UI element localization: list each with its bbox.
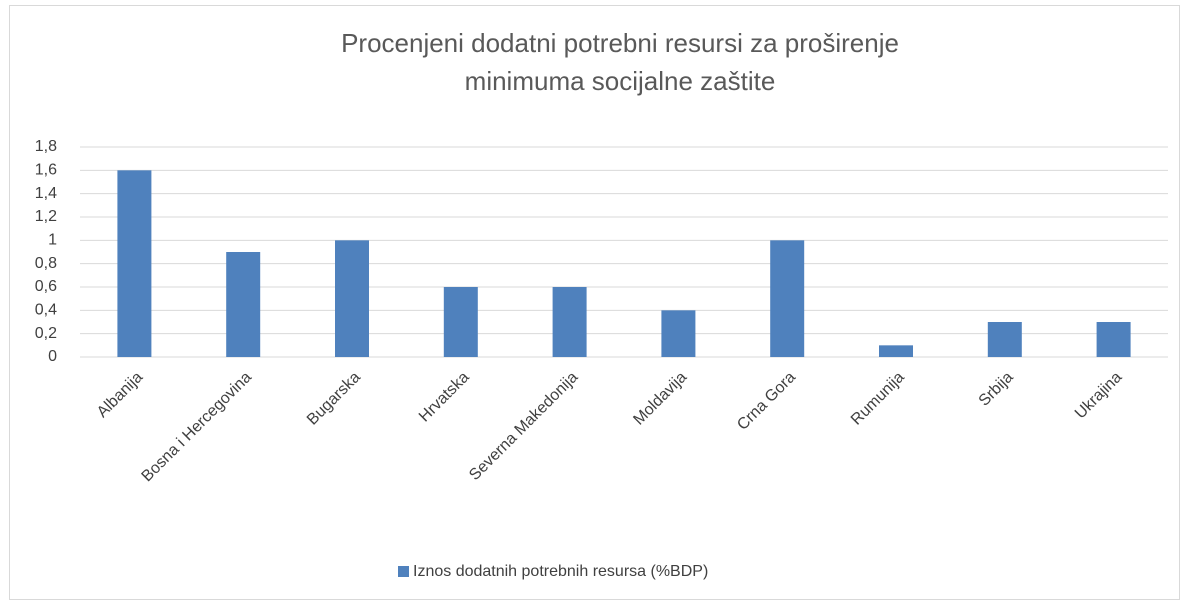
y-tick-label: 1,6	[35, 162, 57, 179]
y-tick-label: 1,2	[35, 208, 57, 225]
bar	[335, 240, 369, 357]
y-tick-label: 1,8	[35, 138, 57, 155]
chart-title: Procenjeni dodatni potrebni resursi za p…	[341, 28, 899, 58]
bar	[879, 345, 913, 357]
bar	[661, 310, 696, 357]
bar	[1096, 322, 1131, 357]
y-tick-label: 0,2	[35, 325, 57, 342]
bar	[552, 287, 587, 357]
y-tick-label: 0,6	[35, 278, 57, 295]
bar	[117, 170, 152, 357]
bar	[226, 252, 261, 357]
y-tick-label: 1,4	[35, 185, 57, 202]
bar	[443, 287, 478, 357]
y-tick-label: 0,8	[35, 255, 57, 272]
bar	[987, 322, 1022, 357]
legend-swatch	[398, 566, 409, 577]
y-tick-label: 0,4	[35, 302, 57, 319]
y-tick-label: 1	[48, 232, 57, 249]
legend-label: Iznos dodatnih potrebnih resursa (%BDP)	[413, 563, 708, 580]
y-tick-label: 0	[48, 348, 57, 365]
chart-border	[9, 5, 1180, 600]
bar	[770, 240, 805, 357]
chart-title: minimuma socijalne zaštite	[465, 66, 776, 96]
